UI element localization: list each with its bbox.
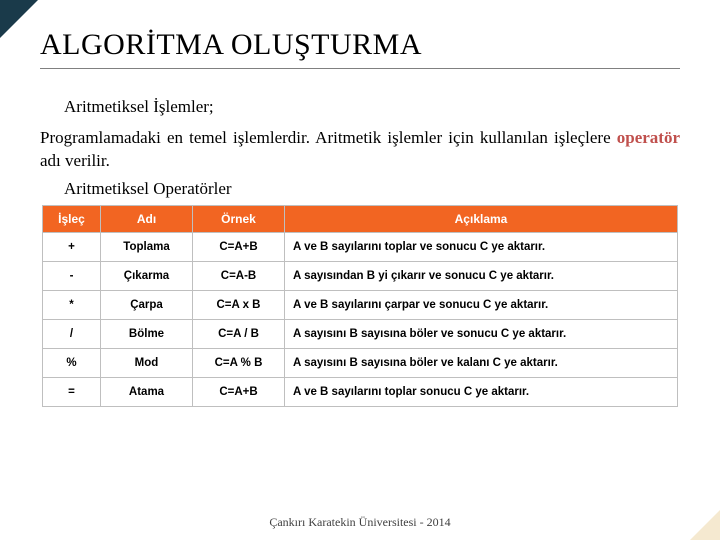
cell-islec: =: [43, 377, 101, 406]
col-header-ornek: Örnek: [193, 205, 285, 232]
cell-ornek: C=A x B: [193, 290, 285, 319]
cell-aciklama: A sayısını B sayısına böler ve sonucu C …: [285, 319, 678, 348]
cell-islec: /: [43, 319, 101, 348]
subheading-1: Aritmetiksel İşlemler;: [64, 97, 680, 117]
cell-ornek: C=A % B: [193, 348, 285, 377]
table-row: / Bölme C=A / B A sayısını B sayısına bö…: [43, 319, 678, 348]
table-row: + Toplama C=A+B A ve B sayılarını toplar…: [43, 232, 678, 261]
table-row: % Mod C=A % B A sayısını B sayısına böle…: [43, 348, 678, 377]
operators-table: İşleç Adı Örnek Açıklama + Toplama C=A+B…: [42, 205, 678, 407]
corner-top-left: [0, 0, 38, 38]
cell-ornek: C=A+B: [193, 232, 285, 261]
para-text-before: Programlamadaki en temel işlemlerdir. Ar…: [40, 128, 617, 147]
subheading-2: Aritmetiksel Operatörler: [64, 179, 680, 199]
col-header-aciklama: Açıklama: [285, 205, 678, 232]
slide-content: ALGORİTMA OLUŞTURMA Aritmetiksel İşlemle…: [0, 0, 720, 407]
para-text-after: adı verilir.: [40, 151, 110, 170]
cell-adi: Çıkarma: [101, 261, 193, 290]
table-row: = Atama C=A+B A ve B sayılarını toplar s…: [43, 377, 678, 406]
cell-adi: Bölme: [101, 319, 193, 348]
cell-ornek: C=A-B: [193, 261, 285, 290]
cell-ornek: C=A / B: [193, 319, 285, 348]
cell-adi: Atama: [101, 377, 193, 406]
cell-aciklama: A ve B sayılarını çarpar ve sonucu C ye …: [285, 290, 678, 319]
table-row: - Çıkarma C=A-B A sayısından B yi çıkarı…: [43, 261, 678, 290]
cell-adi: Mod: [101, 348, 193, 377]
col-header-islec: İşleç: [43, 205, 101, 232]
cell-adi: Çarpa: [101, 290, 193, 319]
cell-islec: -: [43, 261, 101, 290]
cell-aciklama: A ve B sayılarını toplar sonucu C ye akt…: [285, 377, 678, 406]
cell-ornek: C=A+B: [193, 377, 285, 406]
page-title: ALGORİTMA OLUŞTURMA: [40, 28, 680, 62]
cell-aciklama: A sayısından B yi çıkarır ve sonucu C ye…: [285, 261, 678, 290]
title-underline: [40, 68, 680, 69]
cell-islec: %: [43, 348, 101, 377]
col-header-adi: Adı: [101, 205, 193, 232]
table-header-row: İşleç Adı Örnek Açıklama: [43, 205, 678, 232]
cell-aciklama: A sayısını B sayısına böler ve kalanı C …: [285, 348, 678, 377]
intro-paragraph: Programlamadaki en temel işlemlerdir. Ar…: [40, 127, 680, 173]
table-body: + Toplama C=A+B A ve B sayılarını toplar…: [43, 232, 678, 406]
cell-aciklama: A ve B sayılarını toplar ve sonucu C ye …: [285, 232, 678, 261]
cell-adi: Toplama: [101, 232, 193, 261]
cell-islec: +: [43, 232, 101, 261]
highlight-word: operatör: [617, 128, 680, 147]
footer-text: Çankırı Karatekin Üniversitesi - 2014: [0, 515, 720, 530]
table-row: * Çarpa C=A x B A ve B sayılarını çarpar…: [43, 290, 678, 319]
cell-islec: *: [43, 290, 101, 319]
